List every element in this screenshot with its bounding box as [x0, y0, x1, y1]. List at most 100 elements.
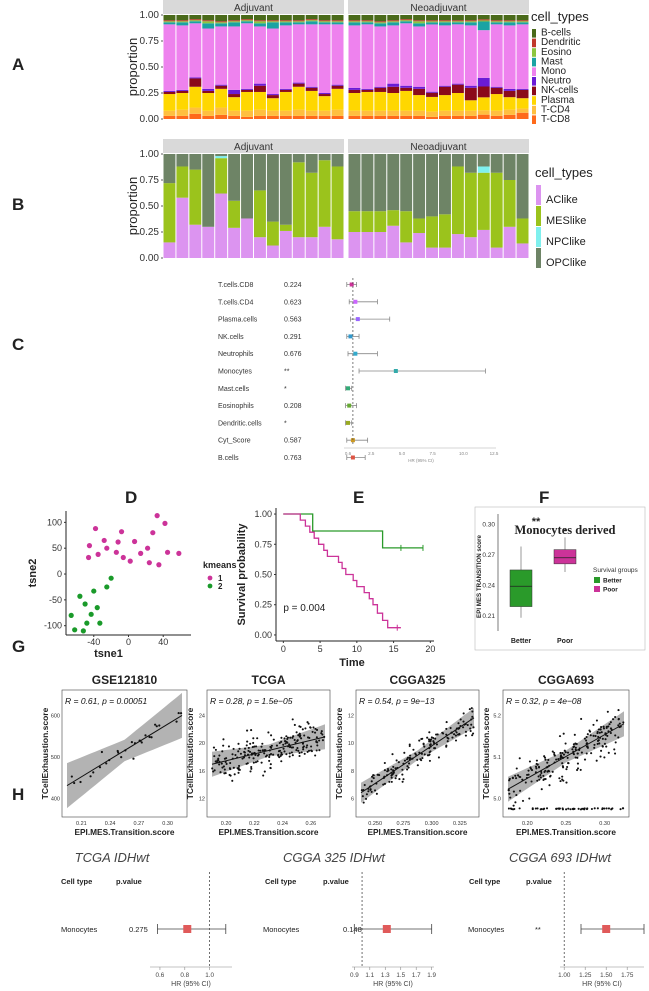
bar-segment-dendritic — [387, 20, 400, 22]
x-tick-label: 0.30 — [599, 821, 610, 827]
x-axis-label: Time — [339, 657, 364, 669]
data-point — [391, 753, 394, 756]
data-point — [416, 758, 419, 761]
bar-segment-t-cd8 — [241, 116, 253, 119]
legend-label: B-cells — [541, 28, 571, 39]
bar-segment-mast — [318, 22, 331, 25]
bar-segment-meslike — [361, 211, 374, 232]
bar-segment-neutro — [516, 88, 529, 90]
data-point — [257, 749, 260, 752]
legend-swatch — [536, 248, 541, 268]
bar-segment-t-cd8 — [202, 115, 215, 119]
bar-segment-eosino — [426, 21, 438, 23]
data-point — [363, 783, 366, 787]
bar-segment-nk-cells — [503, 90, 516, 98]
data-point — [596, 739, 600, 743]
data-point — [566, 765, 569, 769]
data-point — [218, 754, 221, 757]
data-point — [510, 807, 513, 810]
data-point — [299, 725, 302, 728]
data-point — [269, 763, 272, 766]
data-point — [256, 737, 259, 740]
data-point — [283, 737, 286, 740]
facet-strip — [163, 0, 344, 14]
bar-segment-dendritic — [400, 19, 413, 21]
bar-segment-opclike — [477, 154, 490, 167]
forest-x-tick-label: 0.6 — [156, 972, 165, 979]
bar-segment-neutro — [241, 88, 253, 90]
bar-segment-meslike — [451, 166, 464, 235]
x-tick-label: 0.300 — [425, 821, 439, 827]
bar-segment-aclike — [387, 225, 400, 258]
data-point — [553, 753, 556, 756]
data-point — [589, 730, 592, 733]
data-point — [175, 720, 178, 723]
data-point — [603, 807, 606, 810]
bar-segment-opclike — [163, 154, 176, 184]
forest-point — [353, 351, 358, 356]
bar-segment-t-cd4 — [477, 110, 490, 115]
data-point — [302, 748, 305, 751]
bar-segment-aclike — [189, 224, 202, 258]
bar-segment-plasma — [413, 95, 426, 111]
bar-segment-eosino — [503, 21, 516, 23]
bar-segment-aclike — [439, 247, 451, 258]
bar-segment-neutro — [413, 86, 426, 89]
data-point — [537, 765, 541, 768]
bar-segment-b-cells — [426, 15, 438, 21]
forest-x-tick: 5.0 — [399, 451, 406, 456]
bar-segment-aclike — [318, 226, 331, 258]
bar-segment-mast — [348, 22, 361, 26]
bar-segment-opclike — [215, 154, 228, 157]
panel-frame — [474, 506, 646, 651]
data-point — [154, 723, 157, 726]
data-point — [306, 736, 310, 739]
bar-segment-mast — [215, 23, 228, 27]
data-point — [253, 745, 256, 748]
data-point — [262, 774, 265, 777]
x-axis-label: EPI.MES.Transition.score — [74, 827, 174, 837]
data-point — [515, 794, 518, 797]
bar-segment-dendritic — [477, 19, 490, 21]
data-point — [598, 742, 601, 745]
bar-segment-meslike — [305, 172, 318, 238]
bar-segment-plasma — [266, 98, 279, 111]
bar-segment-neutro — [254, 83, 266, 86]
legend-label: Neutro — [541, 76, 571, 87]
forest-row-label: Dendritic.cells — [218, 420, 262, 427]
data-point — [521, 778, 524, 781]
bar-segment-plasma — [228, 97, 241, 111]
bar-segment-aclike — [241, 218, 253, 258]
data-point — [289, 736, 292, 739]
data-point — [315, 728, 319, 731]
data-point — [316, 741, 319, 744]
data-point — [607, 807, 610, 810]
bar-segment-mast — [163, 22, 176, 25]
box-outlier — [564, 529, 566, 532]
cluster-1-point — [154, 513, 160, 519]
bar-segment-eosino — [163, 21, 176, 23]
data-point — [406, 768, 409, 771]
data-point — [599, 728, 602, 731]
data-point — [403, 759, 407, 762]
data-point — [247, 746, 250, 749]
bar-segment-nk-cells — [305, 87, 318, 91]
bar-segment-eosino — [305, 20, 318, 22]
bar-segment-neutro — [348, 87, 361, 90]
data-point — [268, 755, 271, 759]
bar-segment-mast — [241, 21, 253, 24]
cluster-1-point — [131, 538, 138, 545]
bar-segment-mast — [413, 23, 426, 27]
forest-p-value: ** — [284, 369, 290, 376]
data-point — [284, 742, 287, 745]
data-point — [320, 732, 323, 735]
forest-x-tick-label: 1.0 — [205, 972, 214, 979]
legend-swatch — [532, 86, 536, 96]
forest-row-label: Mast.cells — [218, 386, 250, 393]
forest-x-tick: 12.5 — [490, 451, 499, 456]
bar-segment-t-cd4 — [451, 110, 464, 116]
panel-label-a: A — [12, 55, 24, 74]
data-point — [511, 776, 514, 779]
bar-segment-opclike — [331, 154, 344, 167]
forest-x-tick-label: 1.50 — [600, 972, 613, 979]
